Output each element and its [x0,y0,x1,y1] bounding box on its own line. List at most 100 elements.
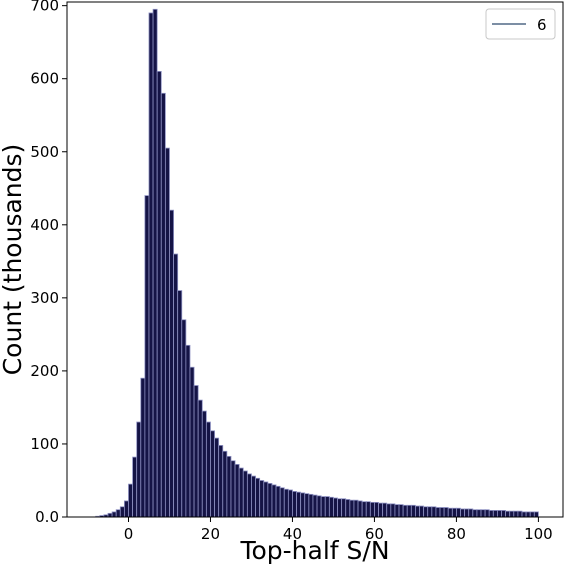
histogram-bar [164,147,170,518]
y-tick-label: 400 [30,216,59,234]
histogram-bar [238,467,244,518]
legend-entry-label: 6 [537,16,547,34]
histogram-bar [259,480,265,518]
histogram-bar [349,499,355,518]
histogram-bar [119,506,125,518]
histogram-bar [427,506,433,518]
x-tick-label: 40 [283,525,302,543]
histogram-bar [205,421,211,518]
histogram-bar [283,488,289,518]
histogram-bar [525,511,531,518]
histogram-bar [279,487,285,518]
histogram-bar [415,505,420,518]
histogram-bar [513,510,519,518]
histogram-bar [337,498,343,518]
histogram-bar [353,499,359,518]
histogram-bar [431,506,437,518]
y-tick-label: 0.0 [35,508,59,526]
y-tick-label: 500 [30,143,59,161]
histogram-bar [390,503,396,518]
histogram-bar [111,511,117,518]
histogram-bar [226,455,232,518]
histogram-bar [128,483,133,518]
histogram-bar [234,463,240,518]
y-axis-label: Count (thousands) [0,144,27,376]
histogram-bar [210,430,215,518]
y-tick-label: 100 [30,435,59,453]
histogram-bar [189,366,195,518]
histogram-bar [447,507,453,518]
histogram-bar [505,510,511,518]
histogram-bar [181,319,187,518]
histogram-bar [497,510,502,518]
x-tick-label: 60 [365,525,384,543]
histogram-bar [115,509,121,518]
histogram-bar [136,421,142,518]
histogram-bar [292,491,297,518]
histogram-bar [476,509,482,518]
x-axis-label: Top-half S/N [239,536,389,565]
x-tick-label: 0 [124,525,134,543]
legend: 6 [485,8,556,40]
histogram-bar [394,504,400,518]
x-tick-label: 100 [524,525,553,543]
histogram-bar [255,477,261,518]
histogram-bar [328,496,334,518]
histogram-bar [468,508,474,518]
histogram-bar [177,290,183,518]
histogram-bar [148,12,154,518]
x-axis-ticks: 0 20 40 60 80 100 [124,517,553,543]
histogram-bar [152,8,158,518]
histogram-bar [287,489,293,518]
histogram-bar [222,450,228,518]
histogram-bar [271,484,277,518]
histogram-bar [439,507,445,518]
histogram-bar [460,508,466,518]
histogram-bar [369,501,375,518]
y-axis-ticks: 0.0 100 200 300 400 500 600 700 [30,0,67,526]
histogram-bar [193,385,199,518]
histogram-bar [406,504,412,518]
y-tick-label: 300 [30,289,59,307]
histogram-bar [173,253,179,518]
histogram-bar [386,503,392,518]
histogram-bar [521,511,527,518]
histogram-bar [378,502,384,518]
histogram-bar [345,499,351,518]
histogram-bar [304,493,310,518]
histogram-bar [214,437,220,518]
histogram-bar [312,494,318,518]
histogram-bar [197,399,203,518]
histogram-bar [419,505,425,518]
histogram-bar [492,510,498,518]
histogram-bar [107,512,113,518]
histogram-bar [398,504,404,518]
histogram-bar [333,497,338,518]
histogram-bar [242,470,248,518]
histogram-bar [263,481,269,518]
histogram-bar [509,510,515,518]
y-tick-label: 200 [30,362,59,380]
histogram-bar [484,509,490,518]
histogram-bar [156,71,162,518]
histogram-bar [251,475,256,518]
histogram-bar [201,410,207,518]
histogram-bar [410,504,416,518]
histogram-bar [533,511,539,518]
histogram-bar [435,507,441,518]
histogram-bar [140,377,146,518]
histogram-bar [456,507,461,518]
histogram-bar [230,460,236,518]
histogram-bar [402,504,408,518]
histogram-bar [185,344,191,518]
histogram-bar [144,195,150,518]
plot-frame [66,1,564,518]
histogram-bar [451,507,457,518]
histogram-bar [357,500,363,518]
histogram-bar [218,445,224,518]
histogram-bar [501,510,507,518]
histogram-bars [95,8,539,518]
histogram-bar [517,510,523,518]
histogram-bar [529,511,535,518]
